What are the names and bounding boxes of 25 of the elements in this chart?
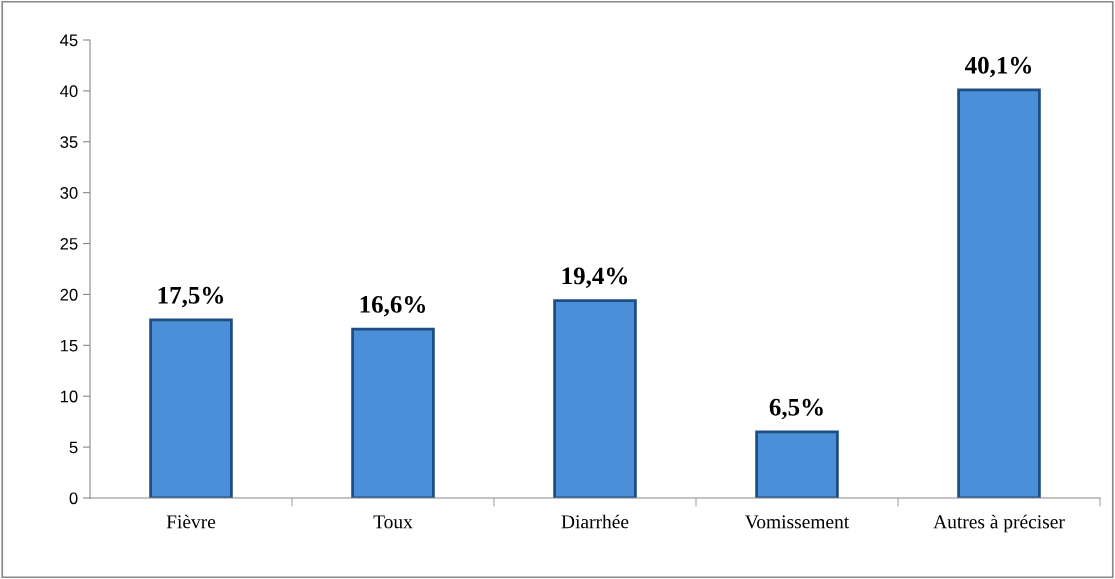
bar bbox=[149, 318, 233, 498]
y-tick-label: 30 bbox=[60, 187, 78, 199]
y-tick-label: 25 bbox=[60, 237, 78, 250]
data-label: 19,4% bbox=[562, 267, 628, 288]
data-label: 16,6% bbox=[360, 295, 426, 317]
y-tick-label: 5 bbox=[69, 441, 78, 454]
y-tick-label: 35 bbox=[60, 136, 78, 148]
x-tick-label: Diarrhée bbox=[561, 514, 629, 529]
x-tick-label: Fièvre bbox=[166, 514, 216, 529]
bar bbox=[351, 327, 435, 498]
y-tick-label: 15 bbox=[60, 339, 78, 352]
data-label: 40,1% bbox=[964, 56, 1032, 78]
bar bbox=[553, 299, 637, 498]
data-label: 17,5% bbox=[158, 286, 224, 308]
x-tick-label: Vomissement bbox=[745, 515, 850, 529]
bar bbox=[957, 88, 1041, 498]
y-tick-label: 45 bbox=[60, 34, 78, 47]
y-tick-label: 0 bbox=[69, 492, 78, 505]
data-label: 6,5% bbox=[769, 398, 823, 420]
x-tick-label: Autres à préciser bbox=[933, 514, 1065, 533]
y-tick-label: 10 bbox=[60, 390, 78, 403]
x-tick-label: Toux bbox=[373, 515, 413, 529]
y-tick-label: 40 bbox=[60, 85, 78, 98]
bar bbox=[755, 430, 839, 498]
y-tick-label: 20 bbox=[60, 288, 78, 301]
